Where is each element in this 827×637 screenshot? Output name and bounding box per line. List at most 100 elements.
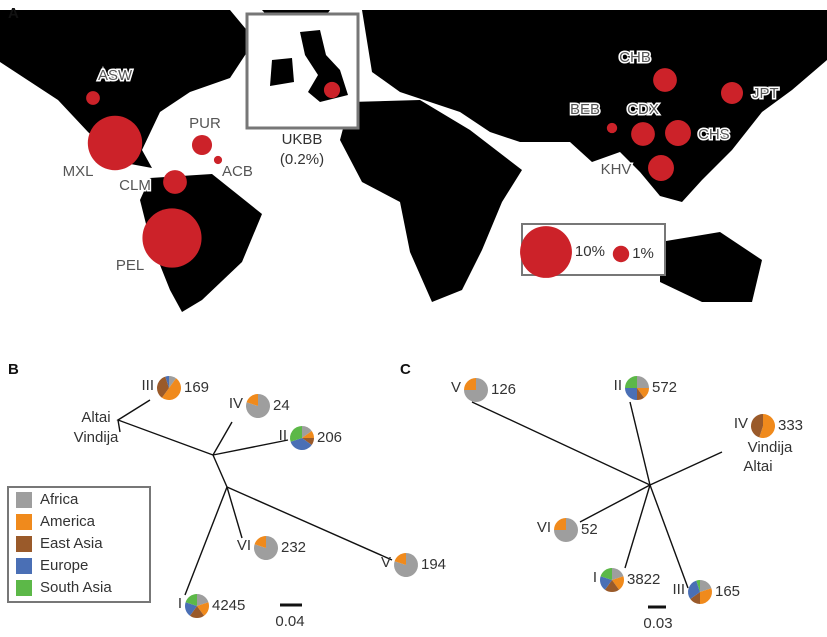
pie-slice xyxy=(394,553,406,565)
clade-count: 169 xyxy=(184,379,209,396)
tree-b-branches xyxy=(116,399,393,607)
branch xyxy=(649,451,723,486)
pie-slice xyxy=(696,580,700,592)
pie-slice xyxy=(161,378,181,400)
pie-slice xyxy=(751,414,763,438)
eurasia xyxy=(362,10,827,202)
clade-count: 52 xyxy=(581,521,598,538)
panel-label: B xyxy=(8,361,19,378)
population-label: BEB xyxy=(570,101,600,118)
population-bubble xyxy=(653,68,677,92)
population-bubble xyxy=(720,81,744,105)
pie-slice xyxy=(185,602,197,616)
pie-slice xyxy=(637,388,645,400)
clade-count: 572 xyxy=(652,379,677,396)
pie-slice xyxy=(254,536,279,561)
pie-slice xyxy=(254,536,266,548)
branch xyxy=(624,484,651,569)
outgroup-label: Vindija xyxy=(74,429,119,446)
clade-count: 232 xyxy=(281,539,306,556)
population-label: PUR xyxy=(189,115,221,132)
pie-slice xyxy=(165,376,169,388)
pie-slice xyxy=(157,376,169,398)
legend-label: South Asia xyxy=(40,579,112,596)
population-label: CHS xyxy=(698,126,730,143)
pie-slice xyxy=(637,376,649,388)
world-map xyxy=(0,10,827,603)
population-bubble xyxy=(142,208,202,268)
pie-slice xyxy=(246,394,258,406)
pie-slice xyxy=(302,426,312,438)
panel-label: A xyxy=(8,5,19,22)
branch xyxy=(184,486,228,596)
clade-count: 4245 xyxy=(212,597,245,614)
pie-slice xyxy=(189,606,205,618)
population-label: KHV xyxy=(601,161,632,178)
size-legend-label: 1% xyxy=(632,245,654,262)
africa xyxy=(340,100,522,302)
population-label: CLM xyxy=(119,177,151,194)
branch xyxy=(226,486,393,561)
clade-label: III xyxy=(672,581,685,598)
legend-swatch xyxy=(16,536,32,552)
pie-slice xyxy=(625,376,637,388)
population-bubble xyxy=(163,170,187,194)
legend-swatch xyxy=(16,580,32,596)
population-label: PEL xyxy=(116,257,144,274)
branch xyxy=(629,401,651,486)
inset-box xyxy=(245,12,360,130)
clade-count: 333 xyxy=(778,417,803,434)
ukbb-pct: (0.2%) xyxy=(280,151,324,168)
pie-slice xyxy=(759,414,776,438)
clade-count: 165 xyxy=(715,583,740,600)
clade-label: VI xyxy=(537,519,551,536)
population-bubble xyxy=(191,134,213,156)
clade-count: 126 xyxy=(491,381,516,398)
pie-slice xyxy=(700,588,712,604)
north-america xyxy=(0,10,255,168)
legend-label: Africa xyxy=(40,491,79,508)
population-bubble xyxy=(86,91,100,105)
ireland-shape xyxy=(270,58,294,86)
scale-label: 0.04 xyxy=(275,613,304,630)
population-label: JPT xyxy=(752,85,779,102)
branch xyxy=(649,484,689,589)
population-bubble xyxy=(665,120,691,146)
pie-slice xyxy=(625,388,637,400)
legend-label: East Asia xyxy=(40,535,103,552)
clade-label: IV xyxy=(734,415,748,432)
legend-swatch xyxy=(16,514,32,530)
pie-slice xyxy=(637,388,649,398)
legend-swatch xyxy=(16,558,32,574)
pie-slice xyxy=(290,438,312,451)
branch xyxy=(226,486,243,539)
pie-slice xyxy=(289,426,302,442)
pie-slice xyxy=(700,580,712,592)
pie-slice xyxy=(464,378,476,390)
population-bubble xyxy=(323,81,341,99)
clade-label: II xyxy=(614,377,622,394)
pie-slice xyxy=(612,568,624,580)
population-bubble xyxy=(648,155,674,181)
branch xyxy=(117,419,121,433)
clade-label: III xyxy=(141,377,154,394)
pie-slice xyxy=(600,568,612,580)
clade-label: V xyxy=(381,554,391,571)
clade-label: IV xyxy=(229,395,243,412)
clade-label: II xyxy=(279,427,287,444)
branch xyxy=(212,454,228,488)
pie-slice xyxy=(604,580,620,592)
population-label: CHB xyxy=(619,49,651,66)
branch xyxy=(116,399,214,456)
pie-slice xyxy=(302,430,314,438)
population-bubble xyxy=(606,122,618,134)
pie-slice xyxy=(612,576,624,590)
population-bubble xyxy=(87,115,143,171)
pie-slice xyxy=(690,592,700,604)
branch xyxy=(212,421,233,456)
ukbb-label: UKBB xyxy=(282,131,323,148)
pie-slice xyxy=(197,602,209,616)
pie-slice xyxy=(600,576,612,590)
pie-slice xyxy=(185,594,197,606)
population-label: ASW xyxy=(98,67,133,84)
